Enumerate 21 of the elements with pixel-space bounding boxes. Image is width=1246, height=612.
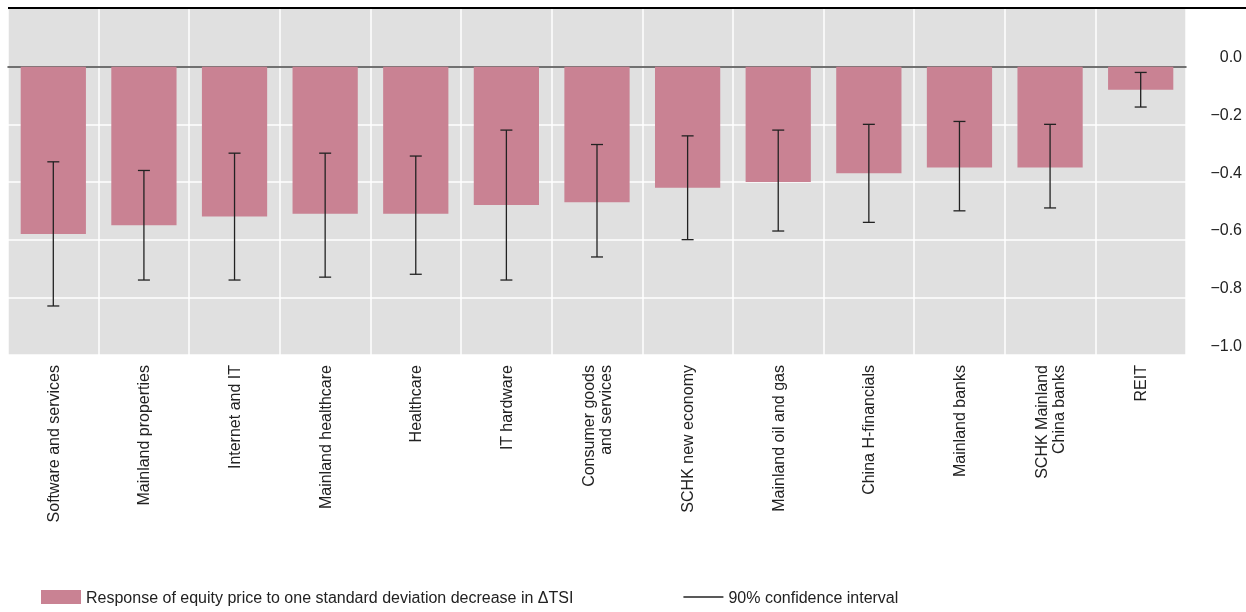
x-tick-label: Mainland oil and gas: [769, 365, 787, 512]
x-tick-label: Mainland banks: [950, 365, 968, 478]
y-tick-label: −0.2: [1210, 105, 1243, 123]
x-tick-label: Mainland healthcare: [316, 364, 334, 510]
y-tick-label: −0.4: [1210, 163, 1243, 181]
x-tick-label: Healthcare: [407, 364, 425, 443]
y-tick-label: −0.8: [1210, 278, 1243, 296]
x-tick-label: China H-financials: [860, 365, 878, 495]
legend-label: Response of equity price to one standard deviation decrease in ΔTSI: [86, 588, 574, 606]
x-tick-label: Software and services: [44, 365, 62, 523]
text: 90% confidence interval: [728, 588, 899, 606]
x-tick-label: SCHK new economy: [679, 365, 697, 513]
x-tick-label: Internet and IT: [226, 364, 244, 470]
x-tick-label: Mainland properties: [135, 365, 153, 506]
x-tick-label: REIT: [1132, 364, 1150, 402]
x-tick-label: SCHK Mainland China banks: [1033, 365, 1068, 479]
y-tick-label: −1.0: [1210, 336, 1243, 354]
x-tick-label: Consumer goods and services: [580, 365, 614, 487]
y-tick-label: 0.0: [1219, 48, 1243, 66]
x-tick-label: IT hardware: [497, 364, 515, 451]
y-tick-label: −0.6: [1210, 221, 1243, 239]
